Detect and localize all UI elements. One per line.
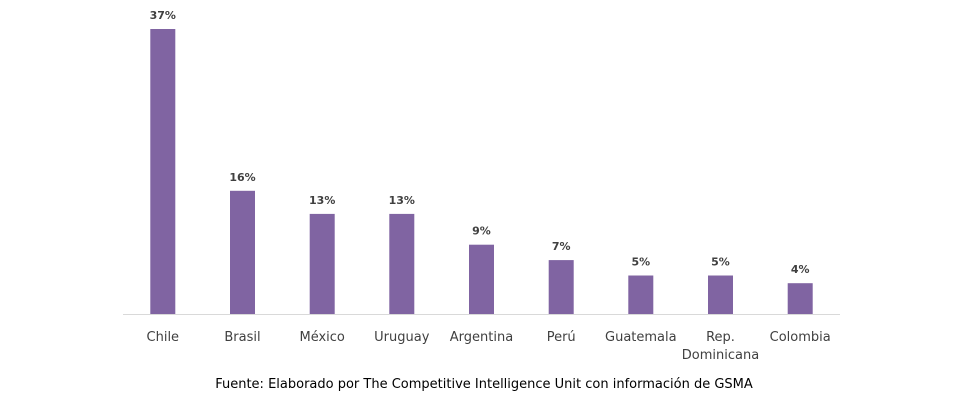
data-label: 9% xyxy=(472,225,491,238)
x-tick-label: México xyxy=(299,330,344,345)
bar-argentina xyxy=(469,244,494,314)
data-label: 4% xyxy=(791,263,810,276)
bar-rep-dominicana xyxy=(708,275,733,314)
x-tick-label: Uruguay xyxy=(374,330,430,345)
bar-per- xyxy=(548,260,574,314)
x-tick-label: Chile xyxy=(147,330,180,345)
bar-m-xico xyxy=(309,213,335,314)
data-label: 13% xyxy=(309,194,335,207)
bar-uruguay xyxy=(389,213,415,314)
x-tick-label: Perú xyxy=(547,330,576,345)
x-tick-label: Guatemala xyxy=(605,330,677,345)
data-label: 13% xyxy=(389,194,415,207)
source-note: Fuente: Elaborado por The Competitive In… xyxy=(215,377,753,392)
bar-guatemala xyxy=(628,275,654,314)
bar-chile xyxy=(150,29,176,314)
bar-chart: 37% Chile 16% Brasil 13% México 13% Uruguay 9% Ar… xyxy=(123,9,840,363)
x-tick-label: Brasil xyxy=(224,330,260,345)
data-label: 5% xyxy=(711,256,730,269)
data-label: 37% xyxy=(150,9,176,22)
x-tick-label: Argentina xyxy=(450,330,513,345)
bar-colombia xyxy=(787,283,813,314)
data-label: 5% xyxy=(631,256,650,269)
bar-brasil xyxy=(230,190,255,314)
data-label: 16% xyxy=(229,171,255,184)
data-label: 7% xyxy=(552,240,571,253)
x-tick-label: Colombia xyxy=(770,330,831,345)
x-tick-label: Rep. Dominicana xyxy=(682,330,759,363)
